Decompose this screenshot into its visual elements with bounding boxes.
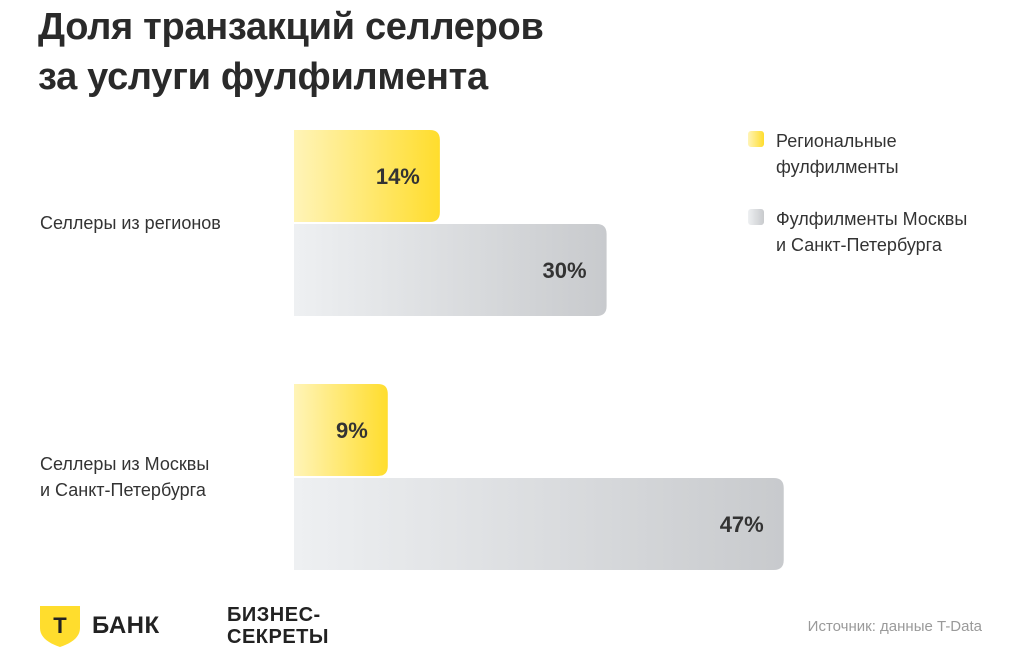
tbank-shield-icon: Т (40, 606, 80, 647)
bar-regional-1 (294, 130, 440, 222)
category-label-1: Селлеры из регионов (40, 213, 221, 233)
legend-label-regional-line-2: фулфилменты (776, 157, 899, 177)
business-secrets-line-2: СЕКРЕТЫ (227, 626, 329, 648)
bar-value-label-regional-1: 14% (376, 164, 420, 189)
category-label-1-line-1: Селлеры из регионов (40, 213, 221, 233)
chart-title: Доля транзакций селлеров за услуги фулфи… (38, 2, 544, 102)
legend: Региональные фулфилменты Фулфилменты Мос… (748, 128, 1008, 284)
legend-label-regional-line-1: Региональные (776, 131, 897, 151)
category-label-2: Селлеры из Москвы и Санкт-Петербурга (40, 454, 209, 500)
legend-swatch-regional (748, 131, 764, 147)
legend-label-moscow-spb: Фулфилменты Москвы и Санкт-Петербурга (776, 206, 976, 258)
bar-moscow-spb-1 (294, 224, 607, 316)
bars-group: 14% 30% 9% 47% (294, 130, 784, 570)
source-note: Источник: данные T-Data (807, 618, 982, 635)
bar-moscow-spb-2 (294, 478, 784, 570)
bar-regional-2 (294, 384, 388, 476)
legend-label-moscow-spb-line-2: и Санкт-Петербурга (776, 235, 942, 255)
title-line-1: Доля транзакций селлеров (38, 6, 544, 48)
legend-swatch-moscow-spb (748, 209, 764, 225)
legend-item-moscow-spb: Фулфилменты Москвы и Санкт-Петербурга (748, 206, 1008, 258)
category-labels: Селлеры из регионов Селлеры из Москвы и Са… (40, 213, 221, 500)
legend-label-regional: Региональные фулфилменты (776, 128, 976, 180)
legend-label-moscow-spb-line-1: Фулфилменты Москвы (776, 209, 968, 229)
tbank-name: БАНК (92, 612, 160, 639)
business-secrets-logo: БИЗНЕС- СЕКРЕТЫ (227, 604, 329, 648)
category-label-2-line-2: и Санкт-Петербурга (40, 480, 207, 500)
bar-value-label-moscow-spb-1: 30% (543, 258, 587, 283)
bar-value-label-regional-2: 9% (336, 418, 368, 443)
tbank-shield-letter: Т (53, 613, 67, 638)
legend-item-regional: Региональные фулфилменты (748, 128, 1008, 180)
bar-value-label-moscow-spb-2: 47% (720, 512, 764, 537)
title-line-2: за услуги фулфилмента (38, 56, 488, 98)
business-secrets-line-1: БИЗНЕС- (227, 604, 321, 626)
category-label-2-line-1: Селлеры из Москвы (40, 454, 209, 474)
